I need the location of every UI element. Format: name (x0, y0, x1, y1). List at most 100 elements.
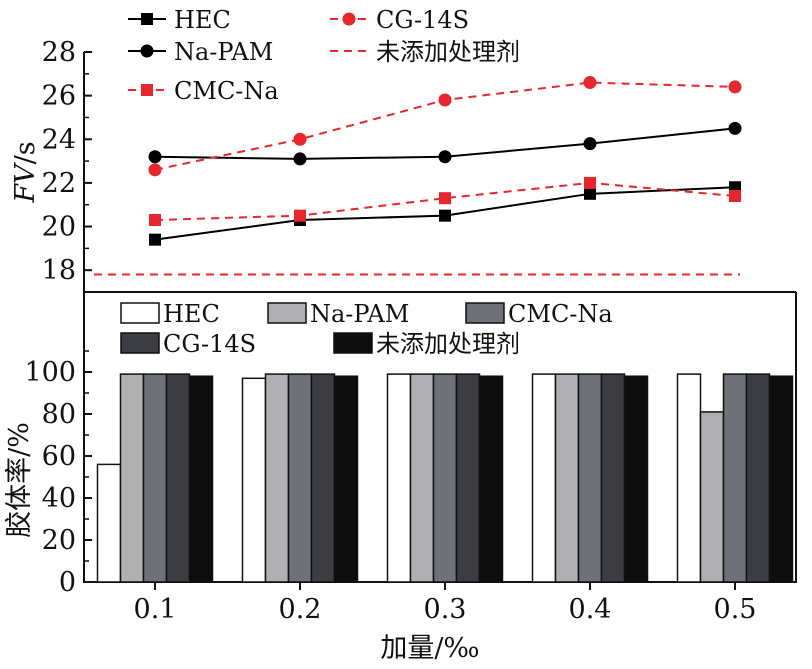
data-point (148, 150, 162, 164)
bar (478, 375, 504, 583)
bar-x-tick-label: 0.5 (714, 594, 757, 625)
bar (722, 373, 748, 583)
legend-swatch-marker (342, 12, 356, 26)
data-point (438, 150, 452, 164)
bar-x-tick-label: 0.4 (569, 594, 612, 625)
bar (142, 373, 168, 583)
bar (333, 375, 359, 583)
data-point (148, 163, 162, 177)
bar-legend-item-4: 未添加处理剂 (333, 330, 520, 358)
line-y-tick-label: 20 (42, 212, 76, 243)
bar (188, 375, 214, 583)
data-point (293, 152, 307, 166)
bar-chart-ylabel: 胶体率/% (4, 422, 35, 538)
legend-label: CG-14S (376, 6, 469, 34)
bar (287, 373, 313, 583)
bar (768, 375, 794, 583)
line-chart-ylabel-unit: /s (10, 141, 41, 164)
line-chart-series (94, 76, 742, 276)
line-legend-item-3: CG-14S (330, 6, 469, 34)
data-point (439, 192, 451, 205)
data-point (149, 214, 161, 226)
data-point (294, 209, 306, 222)
legend-swatch (267, 302, 307, 324)
bar-y-tick-label: 20 (42, 525, 76, 556)
legend-swatch (465, 302, 505, 324)
bar-group-2 (386, 373, 504, 583)
line-y-tick-label: 18 (42, 255, 76, 286)
bar (577, 373, 603, 583)
legend-swatch (120, 332, 160, 354)
line-series-0 (149, 181, 741, 246)
line-y-tick-label: 22 (42, 168, 76, 199)
bar-x-tick-label: 0.3 (424, 594, 467, 625)
bar-legend-item-2: CMC-Na (465, 300, 613, 328)
line-chart-legend: HEC Na-PAM CMC-Na CG-14S 未添加处理剂 (128, 6, 520, 105)
line-series-2 (149, 176, 741, 226)
bar-y-tick-label: 40 (42, 483, 76, 514)
legend-swatch-marker (140, 44, 154, 58)
bar (676, 373, 702, 583)
bar-y-tick-label: 80 (42, 399, 76, 430)
bar-chart-bars (96, 373, 794, 583)
legend-swatch-marker (141, 13, 153, 25)
bar (455, 373, 481, 583)
bar-group-4 (676, 373, 794, 583)
bar-legend-item-3: CG-14S (120, 330, 256, 358)
line-legend-item-1: Na-PAM (128, 38, 273, 66)
line-legend-item-4: 未添加处理剂 (330, 38, 520, 66)
bar-y-tick-label: 0 (59, 567, 76, 598)
bar (264, 373, 290, 583)
data-point (438, 93, 452, 107)
line-series-1 (148, 121, 742, 166)
data-point (728, 121, 742, 135)
bar (745, 373, 771, 583)
data-point (729, 190, 741, 202)
bar (96, 463, 122, 583)
bar (409, 373, 435, 583)
legend-label: CMC-Na (508, 300, 613, 328)
legend-swatch (333, 332, 373, 354)
bar (554, 373, 580, 583)
bar (310, 373, 336, 583)
bar (699, 411, 725, 583)
bar-y-tick-label: 100 (24, 357, 76, 388)
legend-label: HEC (174, 6, 231, 34)
data-point (583, 137, 597, 151)
line-chart-ticks: 18 20 22 24 26 28 (42, 37, 92, 286)
bar-chart-legend: HEC Na-PAM CMC-Na CG-14S 未添加处理剂 (120, 300, 613, 358)
data-point (584, 187, 596, 200)
data-point (149, 233, 161, 246)
legend-label: 未添加处理剂 (376, 330, 520, 358)
line-chart-ylabel: FV/s (10, 141, 41, 203)
data-point (439, 209, 451, 222)
data-point (293, 132, 307, 146)
bar-group-0 (96, 373, 214, 583)
legend-swatch-marker (141, 84, 153, 96)
bar-legend-item-0: HEC (120, 300, 220, 328)
bar (386, 373, 412, 583)
bar-x-tick-label: 0.2 (279, 594, 322, 625)
bar-legend-item-1: Na-PAM (267, 300, 409, 328)
bar-chart-ticks: 0 20 40 60 80 100 0.1 0.2 0.3 0.4 0.5 (24, 350, 757, 625)
bar-group-3 (531, 373, 649, 583)
bar-x-tick-label: 0.1 (134, 594, 177, 625)
bar-chart-xlabel: 加量/‰ (380, 633, 479, 664)
legend-label: CG-14S (163, 330, 256, 358)
legend-label: HEC (163, 300, 220, 328)
bar-group-1 (241, 373, 359, 583)
legend-label: Na-PAM (310, 300, 409, 328)
data-point (584, 176, 596, 189)
legend-label: 未添加处理剂 (376, 38, 520, 66)
bar-y-tick-label: 60 (42, 441, 76, 472)
line-chart-ylabel-italic: FV (10, 162, 41, 204)
bar (119, 373, 145, 583)
bar (241, 377, 267, 583)
bar (432, 373, 458, 583)
line-legend-item-0: HEC (128, 6, 231, 34)
bar (531, 373, 557, 583)
bar (165, 373, 191, 583)
line-legend-item-2: CMC-Na (128, 77, 279, 105)
legend-label: Na-PAM (174, 38, 273, 66)
